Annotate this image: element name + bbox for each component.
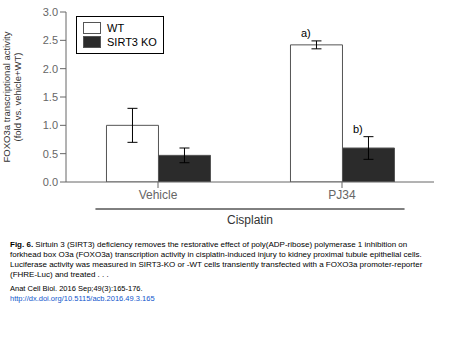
svg-text:2.0: 2.0 bbox=[43, 63, 58, 75]
svg-text:FOXO3a transcriptional activit: FOXO3a transcriptional activity(fold vs.… bbox=[8, 31, 23, 162]
svg-text:0.5: 0.5 bbox=[43, 148, 58, 160]
svg-text:a): a) bbox=[301, 27, 311, 39]
svg-text:Cisplatin: Cisplatin bbox=[227, 213, 273, 227]
html-text:SIRT3 KO: SIRT3 KO bbox=[107, 36, 157, 48]
html-text:Anat Cell Biol. 2016 Sep;49(3): Anat Cell Biol. 2016 Sep;49(3):165-176. bbox=[10, 284, 143, 293]
svg-text:b): b) bbox=[353, 123, 363, 135]
svg-text:3.0: 3.0 bbox=[43, 6, 58, 18]
html-text:http://dx.doi.org/10.5115/acb.: http://dx.doi.org/10.5115/acb.2016.49.3.… bbox=[10, 294, 155, 303]
svg-text:0.0: 0.0 bbox=[43, 176, 58, 188]
svg-text:2.5: 2.5 bbox=[43, 34, 58, 46]
svg-text:1.0: 1.0 bbox=[43, 119, 58, 131]
html-text:WT: WT bbox=[107, 22, 125, 34]
svg-text:Vehicle: Vehicle bbox=[139, 188, 178, 202]
svg-text:1.5: 1.5 bbox=[43, 91, 58, 103]
html-text:Fig. 6. Sirtuin 3 (SIRT3) defi: Fig. 6. Sirtuin 3 (SIRT3) deficiency rem… bbox=[10, 240, 423, 279]
svg-text:PJ34: PJ34 bbox=[328, 188, 356, 202]
